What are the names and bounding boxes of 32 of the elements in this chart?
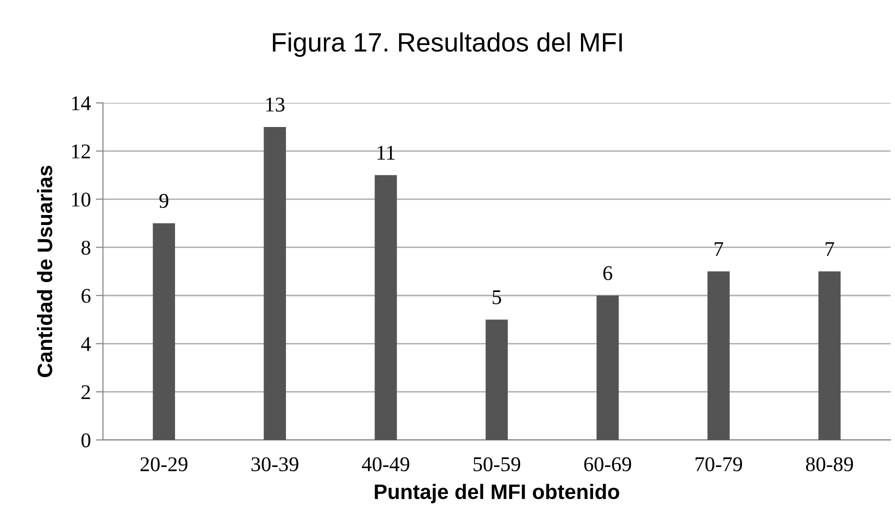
y-tick-label: 4 xyxy=(81,337,91,351)
bar xyxy=(374,175,397,440)
x-axis-title: Puntaje del MFI obtenido xyxy=(374,484,620,504)
y-tick-label: 12 xyxy=(72,144,90,158)
y-tick-label: 14 xyxy=(72,96,91,110)
data-label: 6 xyxy=(603,266,612,280)
y-axis-title: Cantidad de Usuarias xyxy=(36,166,52,378)
data-label: 9 xyxy=(159,194,168,208)
bar xyxy=(486,320,508,440)
bar xyxy=(818,271,841,440)
data-label: 11 xyxy=(378,146,395,160)
chart-title: Figura 17. Resultados del MFI xyxy=(272,32,622,57)
y-tick-label: 10 xyxy=(72,192,90,207)
x-tick-label: 20-29 xyxy=(140,457,188,472)
y-tick-label: 6 xyxy=(82,288,90,303)
x-tick-label: 30-39 xyxy=(252,457,298,472)
data-label: 13 xyxy=(266,98,284,112)
bar xyxy=(264,126,286,440)
x-tick-label: 60-69 xyxy=(584,457,632,472)
bar xyxy=(707,271,730,440)
y-tick-label: 2 xyxy=(82,385,90,400)
x-tick-label: 70-79 xyxy=(696,457,742,472)
x-tick-label: 40-49 xyxy=(362,457,410,472)
x-tick-label: 80-89 xyxy=(806,457,853,472)
bar xyxy=(152,223,176,440)
y-tick-label: 8 xyxy=(81,240,90,255)
y-tick-label: 0 xyxy=(81,433,90,448)
x-tick-label: 50-59 xyxy=(474,457,520,472)
data-label: 7 xyxy=(714,242,724,256)
bar xyxy=(596,296,619,440)
data-label: 7 xyxy=(826,242,834,256)
data-label: 5 xyxy=(492,290,502,304)
